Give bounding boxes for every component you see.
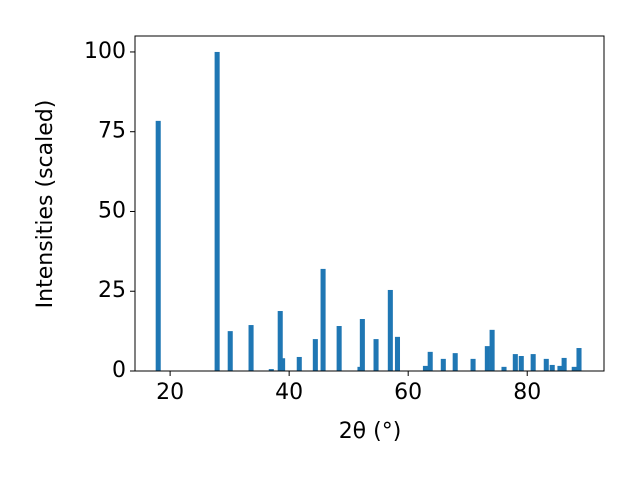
bar	[336, 326, 342, 371]
bar	[268, 369, 274, 371]
x-tick-label: 60	[394, 380, 422, 405]
bar	[422, 365, 428, 371]
bar	[296, 356, 302, 371]
bar	[518, 356, 524, 371]
bar	[277, 311, 283, 371]
bar	[512, 354, 518, 371]
bar	[561, 357, 567, 371]
bar	[530, 354, 536, 371]
bar	[280, 358, 286, 371]
y-tick-label: 50	[98, 198, 126, 223]
bar	[227, 331, 233, 371]
bar	[489, 329, 495, 371]
x-tick-label: 40	[275, 380, 303, 405]
x-axis-label: 2θ (°)	[339, 419, 402, 444]
bar	[576, 348, 582, 371]
x-tick-label: 20	[156, 380, 184, 405]
bar	[484, 346, 490, 371]
plot-frame	[134, 35, 605, 372]
bar	[440, 358, 446, 371]
y-tick-label: 100	[84, 39, 126, 64]
bar	[320, 268, 326, 371]
y-tick-label: 0	[112, 358, 126, 383]
bar	[557, 365, 563, 371]
y-tick-label: 75	[98, 119, 126, 144]
bar	[549, 364, 555, 371]
bar	[470, 358, 476, 371]
bar	[373, 339, 379, 371]
bar	[387, 289, 393, 371]
bar	[543, 358, 549, 371]
bar	[571, 366, 577, 371]
x-tick-label: 80	[513, 380, 541, 405]
bar	[394, 336, 401, 371]
bar	[359, 318, 365, 371]
y-tick-label: 25	[98, 278, 126, 303]
bar	[501, 366, 507, 371]
bar	[155, 120, 161, 371]
bar	[312, 339, 318, 371]
bar	[427, 351, 433, 371]
y-axis-label: Intensities (scaled)	[33, 100, 58, 309]
bar	[248, 325, 254, 371]
bar	[452, 353, 458, 371]
bar	[214, 51, 220, 371]
